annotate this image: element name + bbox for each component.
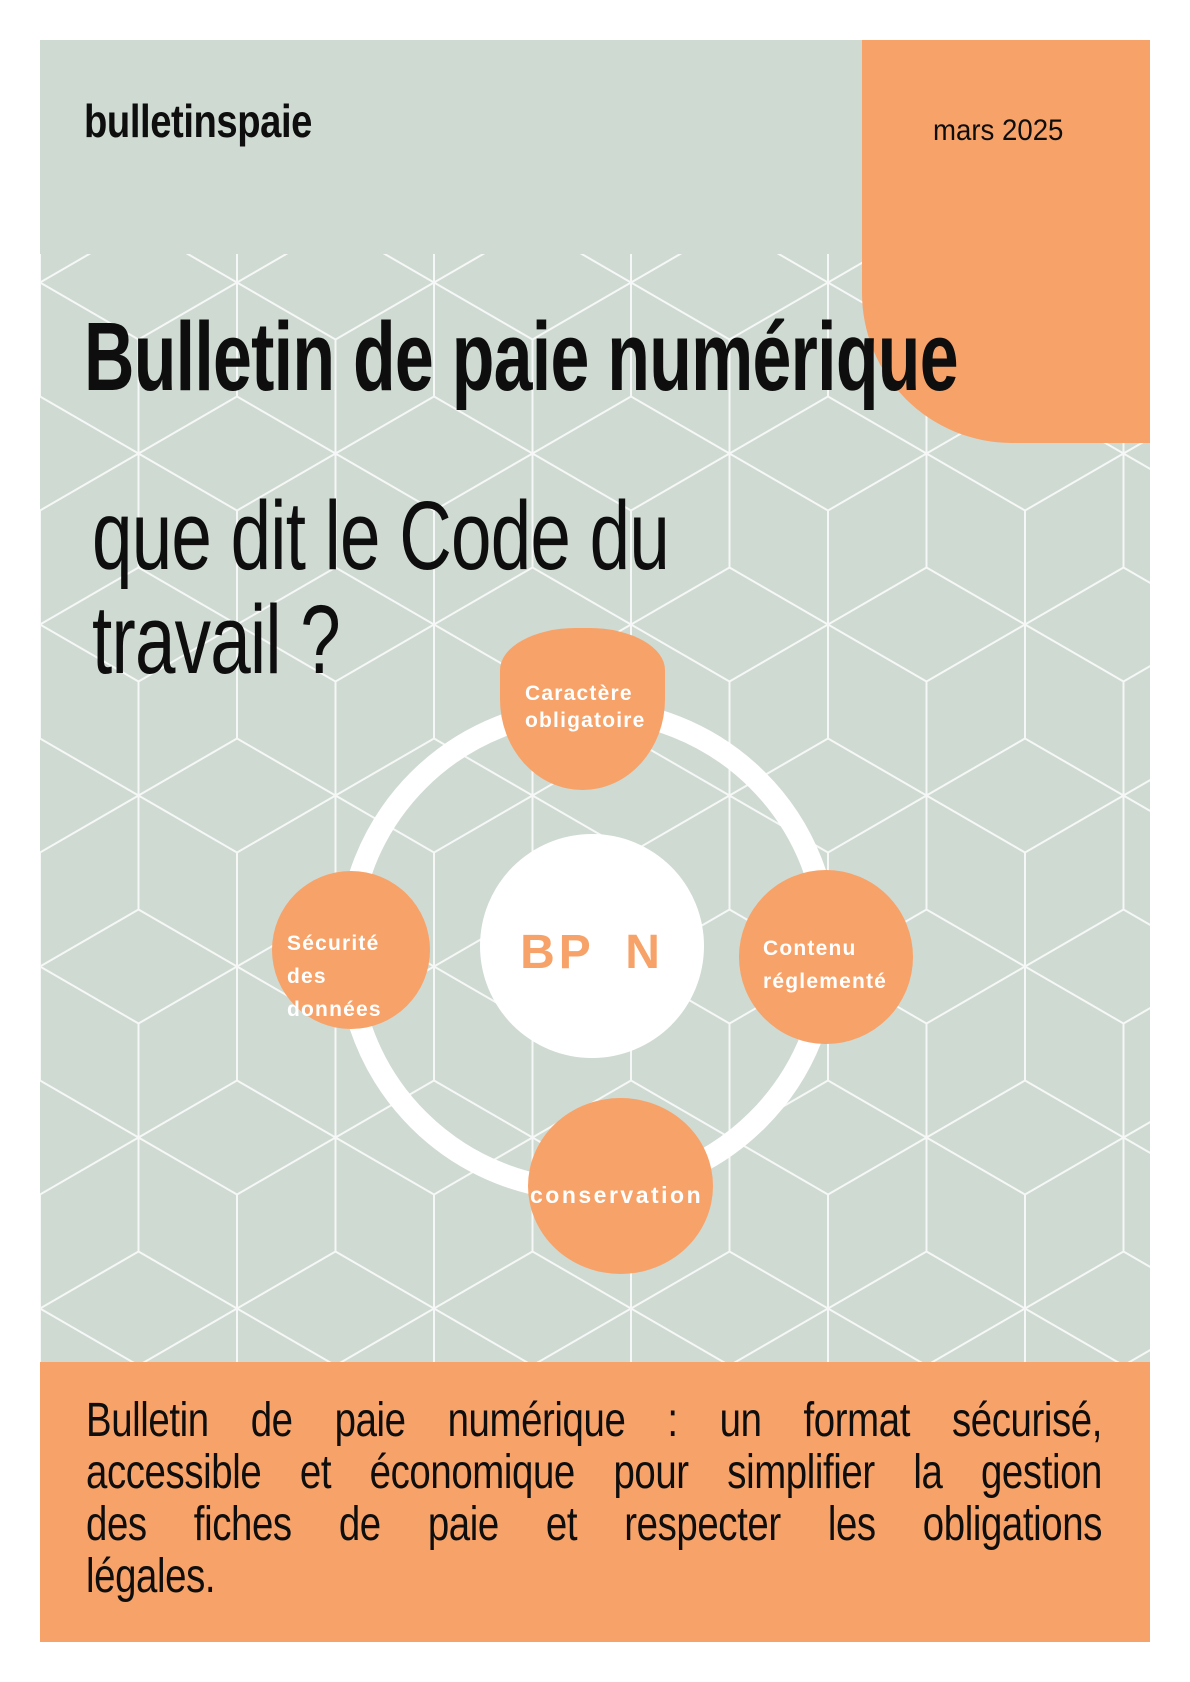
corner-accent-shape [862,40,1150,443]
footer-line-2: accessible et économique pour simplifier… [86,1446,1102,1499]
footer-line-4: légales. [86,1550,216,1603]
node-label: Contenu réglementé [763,937,888,993]
diagram-center-circle: BP N [480,834,704,1058]
subtitle-line-1: que dit le Code du [92,481,670,590]
diagram-node-securite-des-donnees: Sécurité des données [272,871,430,1029]
page-subtitle: que dit le Code du travail ? [92,481,670,694]
footer-paragraph: Bulletin de paie numérique : un format s… [86,1395,1102,1603]
subtitle-line-2: travail ? [92,585,341,694]
node-label: Sécurité des données [287,932,382,1021]
poster-canvas: bulletinspaie mars 2025 Bulletin de paie… [40,40,1150,1642]
footer-line-3: des fiches de paie et respecter les obli… [86,1498,1102,1551]
diagram-node-conservation: conservation [528,1098,713,1274]
diagram-node-contenu-reglemente: Contenu réglementé [739,870,913,1044]
footer-line-1: Bulletin de paie numérique : un format s… [86,1394,1102,1447]
footer-banner: Bulletin de paie numérique : un format s… [40,1362,1150,1642]
page-title: Bulletin de paie numérique [84,302,959,411]
node-label: conservation [530,1182,704,1208]
node-label: Caractère obligatoire [525,682,646,732]
brand-logo: bulletinspaie [84,95,312,147]
diagram-node-caractere-obligatoire: Caractère obligatoire [500,628,665,790]
issue-date: mars 2025 [933,114,1064,147]
diagram-center-label: BP N [520,925,664,979]
